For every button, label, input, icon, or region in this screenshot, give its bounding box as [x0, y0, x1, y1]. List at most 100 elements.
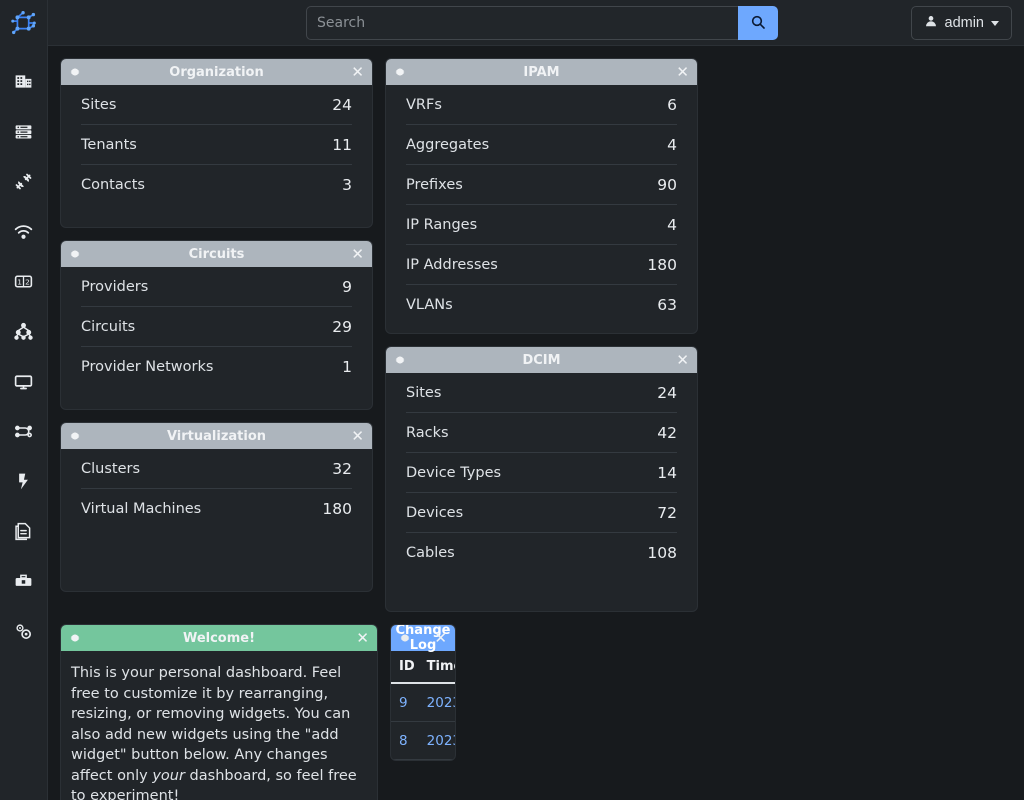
stat-row[interactable]: IP Ranges 4 [406, 205, 677, 245]
stat-value: 90 [657, 175, 677, 194]
widget-body: Providers 9 Circuits 29 Provider Network… [61, 267, 372, 409]
close-icon[interactable]: ✕ [351, 244, 364, 263]
search-button[interactable] [738, 6, 778, 40]
welcome-text-part1: This is your personal dashboard. Feel fr… [71, 665, 351, 784]
table-body: 9 2023-04-19 21:39 admin — Created Saved… [391, 683, 455, 760]
stat-row[interactable]: Racks 42 [406, 413, 677, 453]
sidebar-item-customization[interactable] [0, 556, 48, 606]
stat-row[interactable]: Provider Networks 1 [81, 347, 352, 387]
sidebar-item-power[interactable] [0, 456, 48, 506]
stat-row[interactable]: Tenants 11 [81, 125, 352, 165]
gear-icon[interactable] [399, 632, 411, 644]
column-header-time[interactable]: Time [420, 651, 455, 684]
widget-body: This is your personal dashboard. Feel fr… [61, 651, 377, 800]
sidebar-nav: 1 2 [0, 56, 48, 656]
sidebar-item-organization[interactable] [0, 56, 48, 106]
stat-value: 108 [647, 544, 677, 562]
widget-organization: Organization ✕ Sites 24 Tenants 11 [60, 58, 373, 228]
search-input[interactable] [306, 6, 738, 40]
stat-row[interactable]: Providers 9 [81, 267, 352, 307]
stat-value: 32 [332, 459, 352, 478]
stat-list: Sites 24 Racks 42 Device Types 14 Devi [386, 373, 697, 573]
close-icon[interactable]: ✕ [434, 628, 447, 647]
svg-text:1: 1 [17, 277, 22, 286]
user-menu-button[interactable]: admin [910, 6, 1012, 40]
widget-welcome: Welcome! ✕ This is your personal dashboa… [60, 624, 378, 800]
table-row[interactable]: 9 2023-04-19 21:39 admin — Created Saved… [391, 683, 455, 722]
sidebar-item-circuits[interactable] [0, 406, 48, 456]
widget-changelog: Change Log ✕ ID Time Username Full Name … [390, 624, 456, 761]
gear-icon[interactable] [69, 430, 81, 442]
cell-id: 8 [391, 721, 421, 760]
sidebar-item-vpn[interactable] [0, 306, 48, 356]
close-icon[interactable]: ✕ [351, 62, 364, 81]
gear-icon[interactable] [394, 354, 406, 366]
stat-label: Racks [406, 424, 449, 441]
stat-row[interactable]: Circuits 29 [81, 307, 352, 347]
stat-value: 4 [667, 215, 677, 234]
stat-label: Device Types [406, 464, 502, 481]
stat-row[interactable]: VLANs 63 [406, 285, 677, 325]
stat-label: VLANs [406, 297, 453, 313]
changelog-id-link[interactable]: 8 [399, 732, 408, 749]
stat-row[interactable]: Devices 72 [406, 493, 677, 533]
widget-body: Sites 24 Tenants 11 Contacts 3 [61, 85, 372, 227]
close-icon[interactable]: ✕ [676, 350, 689, 369]
changelog-time-link[interactable]: 2023-04-19 21:39 [426, 694, 455, 711]
gear-icon[interactable] [394, 66, 406, 78]
gear-icon[interactable] [69, 66, 81, 78]
stat-value: 11 [332, 135, 352, 154]
widget-header: Change Log ✕ [391, 625, 455, 653]
widget-title: Organization [169, 64, 264, 80]
stat-row[interactable]: VRFs 6 [406, 85, 677, 125]
user-menu-label: admin [944, 15, 985, 31]
stat-label: Aggregates [406, 136, 490, 153]
close-icon[interactable]: ✕ [351, 426, 364, 445]
table-head: ID Time Username Full Name Action Type O… [391, 651, 455, 684]
top-bar: admin [48, 0, 1024, 46]
plug-connection-icon [13, 171, 34, 192]
stat-value: 3 [342, 176, 352, 194]
stat-row[interactable]: Prefixes 90 [406, 165, 677, 205]
stat-row[interactable]: IP Addresses 180 [406, 245, 677, 285]
widget-virtualization: Virtualization ✕ Clusters 32 Virtual Mac… [60, 422, 373, 592]
sidebar-item-documentation[interactable] [0, 506, 48, 556]
cell-time: 2023-04-19 21:39 [420, 683, 455, 722]
widget-spacer [61, 529, 372, 591]
welcome-text-emphasis: your [152, 767, 185, 784]
stat-row[interactable]: Contacts 3 [81, 165, 352, 205]
stat-value: 4 [667, 135, 677, 154]
toolbox-icon [13, 571, 34, 592]
network-tree-icon [13, 321, 34, 342]
sidebar-item-virtualization[interactable] [0, 356, 48, 406]
netbox-logo[interactable] [0, 0, 48, 46]
stat-row[interactable]: Aggregates 4 [406, 125, 677, 165]
sidebar-item-admin[interactable] [0, 606, 48, 656]
gears-icon [13, 621, 34, 642]
gear-icon[interactable] [69, 248, 81, 260]
changelog-time-link[interactable]: 2023-04-19 21:24 [426, 732, 455, 749]
stat-label: Cables [406, 545, 455, 561]
sidebar-item-dcim[interactable] [0, 106, 48, 156]
sidebar: 1 2 [0, 0, 48, 800]
sidebar-item-ipam[interactable]: 1 2 [0, 256, 48, 306]
sidebar-item-wireless[interactable] [0, 206, 48, 256]
table-row[interactable]: 8 2023-04-19 21:24 admin — Updated Front… [391, 721, 455, 760]
stat-row[interactable]: Cables 108 [406, 533, 677, 573]
close-icon[interactable]: ✕ [356, 628, 369, 647]
stat-list: Sites 24 Tenants 11 Contacts 3 [61, 85, 372, 205]
widget-body: Sites 24 Racks 42 Device Types 14 Devi [386, 373, 697, 611]
stat-row[interactable]: Device Types 14 [406, 453, 677, 493]
sidebar-item-connections[interactable] [0, 156, 48, 206]
changelog-id-link[interactable]: 9 [399, 694, 408, 711]
column-header-id[interactable]: ID [391, 651, 421, 684]
stat-row[interactable]: Clusters 32 [81, 449, 352, 489]
stat-label: VRFs [406, 96, 442, 113]
gear-icon[interactable] [69, 632, 81, 644]
widget-title: DCIM [522, 352, 561, 368]
stat-row[interactable]: Sites 24 [81, 85, 352, 125]
widget-header: DCIM ✕ [386, 347, 697, 373]
close-icon[interactable]: ✕ [676, 62, 689, 81]
stat-row[interactable]: Virtual Machines 180 [81, 489, 352, 529]
stat-row[interactable]: Sites 24 [406, 373, 677, 413]
